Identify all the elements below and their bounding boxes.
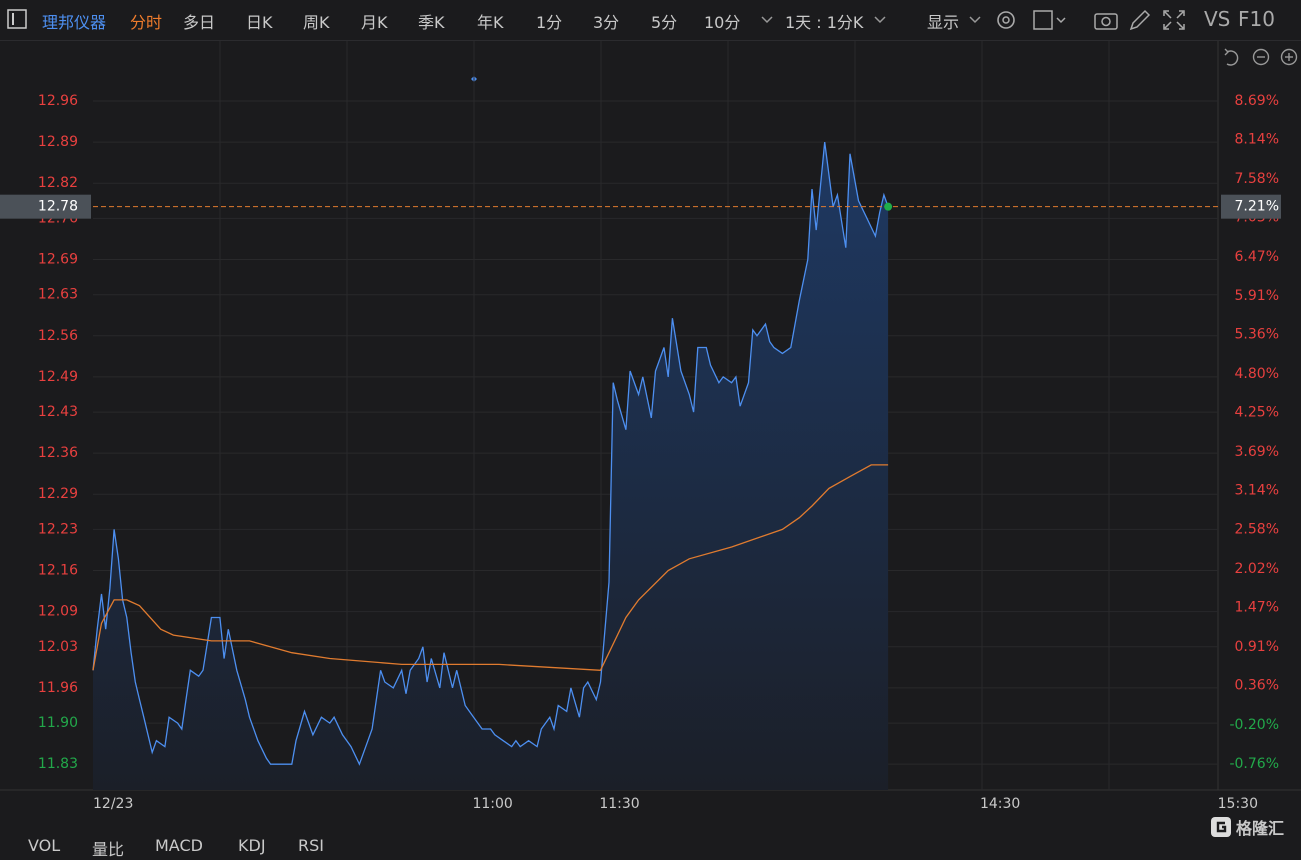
stock-name: 理邦仪器	[42, 13, 107, 32]
y-tick-label: 12.89	[38, 134, 78, 150]
y-tick-label: 12.82	[38, 175, 78, 191]
y-tick-label: 12.43	[38, 404, 78, 420]
indicator[interactable]: KDJ	[238, 836, 266, 855]
x-tick-label: 12/23	[93, 796, 133, 812]
y-tick-label: 12.63	[38, 287, 78, 303]
y2-tick-label: 7.58%	[1235, 171, 1279, 187]
y2-tick-label: 5.91%	[1235, 288, 1279, 304]
x-tick-label: 11:30	[599, 796, 639, 812]
tab[interactable]: 多日	[183, 13, 216, 32]
y-tick-label: 11.90	[38, 715, 78, 731]
y2-tick-label: 8.69%	[1235, 93, 1279, 109]
indicator[interactable]: VOL	[28, 836, 61, 855]
y2-tick-label: 0.36%	[1235, 677, 1279, 693]
y-tick-label: 12.09	[38, 604, 78, 620]
tab[interactable]: 分时	[130, 13, 163, 32]
y-tick-label: 12.23	[38, 521, 78, 537]
tab[interactable]: 10分	[704, 13, 741, 32]
tab[interactable]: 1分	[536, 13, 563, 32]
y2-tick-label: -0.20%	[1229, 717, 1279, 733]
y2-tick-label: 3.69%	[1235, 444, 1279, 460]
x-tick-label: 14:30	[980, 796, 1020, 812]
y2-tick-label: -0.76%	[1229, 756, 1279, 772]
price-box	[0, 194, 91, 219]
y2-tick-label: 5.36%	[1235, 327, 1279, 343]
area	[93, 142, 889, 791]
logo	[1211, 817, 1231, 837]
y2-tick-label: 4.80%	[1235, 366, 1279, 382]
period[interactable]: 1天 : 1分K	[785, 13, 864, 32]
y-tick-label: 11.96	[38, 680, 78, 696]
last-price-label: 12.78	[38, 199, 78, 215]
tab[interactable]: 月K	[361, 13, 388, 32]
y-tick-label: 12.69	[38, 251, 78, 267]
y2-tick-label: 8.14%	[1235, 132, 1279, 148]
y2-tick-label: 1.47%	[1235, 600, 1279, 616]
tab[interactable]: 日K	[246, 13, 273, 32]
watermark: 格隆汇	[1210, 815, 1284, 839]
y2-tick-label: 6.47%	[1235, 249, 1279, 265]
indicator[interactable]: 量比	[92, 840, 125, 859]
y-tick-label: 12.36	[38, 445, 78, 461]
y-tick-label: 12.16	[38, 563, 78, 579]
zoom-icons[interactable]	[1224, 48, 1298, 66]
watermark-text: 格隆汇	[1236, 819, 1285, 838]
tab[interactable]: 3分	[593, 13, 620, 32]
tab[interactable]: 季K	[418, 13, 445, 32]
last-change-label: 7.21%	[1235, 199, 1279, 215]
y2-tick-label: 3.14%	[1235, 482, 1279, 498]
toolbar: 理邦仪器 分时 多日 日K 周K 月K 季K 年K 1分 3分 5分 10分 1…	[0, 0, 1301, 41]
y-tick-label: 12.96	[38, 93, 78, 109]
chart: 12.9612.8912.8212.7612.6912.6312.5612.49…	[0, 41, 1301, 812]
line	[92, 142, 889, 766]
y2-tick-label: 2.02%	[1235, 561, 1279, 577]
vs[interactable]: VS	[1204, 7, 1231, 31]
indicator[interactable]: RSI	[298, 836, 324, 855]
y2-tick-label: 2.58%	[1235, 522, 1279, 538]
x-tick-label: 15:30	[1218, 796, 1258, 812]
y-tick-label: 12.29	[38, 486, 78, 502]
f10[interactable]: F10	[1238, 7, 1275, 31]
last-price-dot	[884, 202, 893, 211]
change-box	[1221, 194, 1281, 219]
display[interactable]: 显示	[927, 13, 960, 32]
chevron[interactable]	[968, 14, 982, 26]
line	[92, 464, 889, 671]
y2-tick-label: 0.91%	[1235, 639, 1279, 655]
y2-tick-label: 4.25%	[1235, 405, 1279, 421]
tab[interactable]: 周K	[303, 13, 330, 32]
tool-icons[interactable]	[994, 7, 1194, 33]
chevron[interactable]	[760, 14, 774, 26]
indicator[interactable]: MACD	[155, 836, 203, 855]
tab[interactable]: 年K	[477, 13, 504, 32]
chevron[interactable]	[873, 14, 887, 26]
tab[interactable]: 5分	[651, 13, 678, 32]
y-tick-label: 11.83	[38, 756, 78, 772]
y-tick-label: 12.03	[38, 639, 78, 655]
menu-icon[interactable]	[7, 9, 29, 31]
x-tick-label: 11:00	[472, 796, 512, 812]
y-tick-label: 12.49	[38, 369, 78, 385]
y-tick-label: 12.56	[38, 328, 78, 344]
